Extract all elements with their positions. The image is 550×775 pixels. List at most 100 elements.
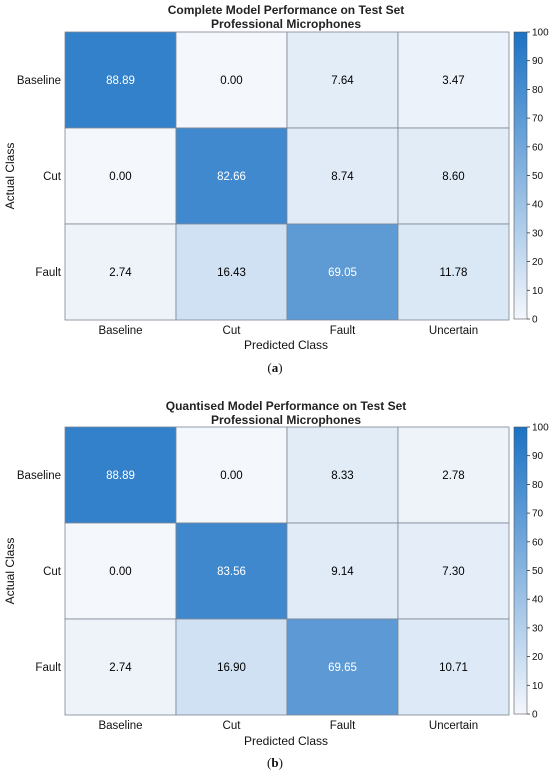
heatmap-cell bbox=[286, 31, 399, 129]
x-tick-label: Cut bbox=[223, 325, 242, 337]
colorbar-tick-label: 20 bbox=[532, 257, 544, 268]
heatmap-cell bbox=[286, 522, 399, 620]
heatmap-cell bbox=[286, 618, 399, 716]
cell-value-label: 8.60 bbox=[442, 171, 464, 183]
x-axis-label: Predicted Class bbox=[244, 338, 328, 352]
x-tick-label: Uncertain bbox=[429, 325, 478, 337]
heatmap-cell bbox=[175, 31, 288, 129]
y-axis-label: Actual Class bbox=[3, 538, 17, 605]
cell-value-label: 2.74 bbox=[109, 662, 132, 674]
heatmap-cell bbox=[397, 618, 510, 716]
x-tick-label: Cut bbox=[223, 720, 242, 732]
cell-value-label: 69.05 bbox=[328, 267, 357, 279]
heatmap-panel-b: Quantised Model Performance on Test Set … bbox=[3, 399, 549, 770]
heatmap-cell bbox=[397, 522, 510, 620]
cell-value-label: 8.33 bbox=[331, 470, 353, 482]
colorbar-tick-label: 50 bbox=[532, 566, 544, 577]
y-tick-labels: Baseline Cut Fault bbox=[17, 470, 62, 674]
y-tick-label: Baseline bbox=[17, 75, 61, 87]
cell-value-label: 11.78 bbox=[440, 267, 468, 279]
y-tick-label: Cut bbox=[43, 566, 62, 578]
colorbar-tick-label: 10 bbox=[532, 681, 544, 692]
colorbar-tick-label: 10 bbox=[532, 286, 544, 297]
heatmap-cell bbox=[175, 223, 288, 321]
colorbar-tick-label: 30 bbox=[532, 228, 544, 239]
cell-value-label: 2.74 bbox=[109, 267, 132, 279]
heatmap-cell bbox=[175, 618, 288, 716]
heatmap-cell bbox=[64, 127, 177, 225]
heatmap-cell bbox=[64, 618, 177, 716]
heatmap-cell bbox=[175, 426, 288, 524]
heatmap-cell bbox=[286, 426, 399, 524]
heatmap-cell bbox=[175, 522, 288, 620]
colorbar-tick-label: 40 bbox=[532, 200, 544, 211]
cell-value-label: 0.00 bbox=[109, 171, 131, 183]
y-tick-labels: Baseline Cut Fault bbox=[17, 75, 62, 279]
cell-value-label: 8.74 bbox=[331, 171, 354, 183]
colorbar-tick-label: 70 bbox=[532, 509, 544, 520]
heatmap-cell bbox=[397, 426, 510, 524]
x-tick-labels: Baseline Cut Fault Uncertain bbox=[98, 325, 478, 337]
colorbar-ticks: 0 10 20 30 40 50 60 70 80 90 100 bbox=[527, 28, 549, 326]
x-tick-labels: Baseline Cut Fault Uncertain bbox=[98, 720, 478, 732]
heatmap-cell bbox=[64, 223, 177, 321]
heatmap-cell bbox=[397, 127, 510, 225]
heatmap-cell bbox=[175, 127, 288, 225]
colorbar-tick-label: 60 bbox=[532, 142, 544, 153]
figure-caption: (a) bbox=[267, 360, 282, 375]
colorbar-tick-label: 60 bbox=[532, 537, 544, 548]
cell-value-label: 0.00 bbox=[220, 75, 242, 87]
heatmap-cells: 88.89 0.00 8.33 2.78 0.00 83.56 9.14 7.30 2.74 16… bbox=[64, 426, 510, 716]
y-tick-label: Baseline bbox=[17, 470, 61, 482]
y-tick-label: Fault bbox=[35, 267, 61, 279]
y-tick-label: Fault bbox=[35, 662, 61, 674]
colorbar bbox=[513, 31, 528, 320]
heatmap-panel-a: Complete Model Performance on Test Set P… bbox=[3, 3, 549, 375]
colorbar bbox=[513, 426, 528, 715]
cell-value-label: 0.00 bbox=[109, 566, 131, 578]
colorbar-tick-label: 0 bbox=[532, 315, 538, 326]
x-tick-label: Baseline bbox=[98, 720, 142, 732]
cell-value-label: 16.43 bbox=[217, 267, 246, 279]
x-tick-label: Fault bbox=[330, 720, 356, 732]
cell-value-label: 88.89 bbox=[106, 75, 135, 87]
cell-value-label: 2.78 bbox=[442, 470, 464, 482]
colorbar-tick-label: 70 bbox=[532, 114, 544, 125]
x-axis-label: Predicted Class bbox=[244, 734, 328, 748]
cell-value-label: 0.00 bbox=[220, 470, 242, 482]
y-tick-label: Cut bbox=[43, 171, 62, 183]
heatmap-cell bbox=[397, 223, 510, 321]
chart-title: Complete Model Performance on Test Set bbox=[168, 3, 405, 17]
colorbar-tick-label: 0 bbox=[532, 710, 538, 721]
figure-caption: (b) bbox=[267, 755, 283, 770]
heatmap-cell bbox=[64, 31, 177, 129]
x-tick-label: Fault bbox=[330, 325, 356, 337]
cell-value-label: 88.89 bbox=[106, 470, 135, 482]
colorbar-tick-label: 20 bbox=[532, 652, 544, 663]
colorbar-tick-label: 90 bbox=[532, 56, 544, 67]
cell-value-label: 69.65 bbox=[328, 662, 357, 674]
chart-subtitle: Professional Microphones bbox=[211, 413, 361, 427]
cell-value-label: 9.14 bbox=[331, 566, 354, 578]
cell-value-label: 3.47 bbox=[442, 75, 464, 87]
x-tick-label: Uncertain bbox=[429, 720, 478, 732]
heatmap-cell bbox=[64, 522, 177, 620]
colorbar-tick-label: 80 bbox=[532, 480, 544, 491]
chart-subtitle: Professional Microphones bbox=[211, 17, 361, 31]
cell-value-label: 83.56 bbox=[217, 566, 246, 578]
colorbar-tick-label: 30 bbox=[532, 623, 544, 634]
colorbar-tick-label: 40 bbox=[532, 595, 544, 606]
y-axis-label: Actual Class bbox=[3, 143, 17, 210]
chart-title: Quantised Model Performance on Test Set bbox=[166, 399, 407, 413]
heatmap-cells: 88.89 0.00 7.64 3.47 0.00 82.66 8.74 8.60 2.74 16… bbox=[64, 31, 510, 321]
cell-value-label: 7.30 bbox=[442, 566, 464, 578]
x-tick-label: Baseline bbox=[98, 325, 142, 337]
heatmap-cell bbox=[64, 426, 177, 524]
heatmap-cell bbox=[397, 31, 510, 129]
colorbar-ticks: 0 10 20 30 40 50 60 70 80 90 100 bbox=[527, 423, 549, 721]
colorbar-tick-label: 90 bbox=[532, 451, 544, 462]
cell-value-label: 82.66 bbox=[217, 171, 246, 183]
cell-value-label: 16.90 bbox=[217, 662, 246, 674]
colorbar-tick-label: 100 bbox=[532, 28, 549, 39]
